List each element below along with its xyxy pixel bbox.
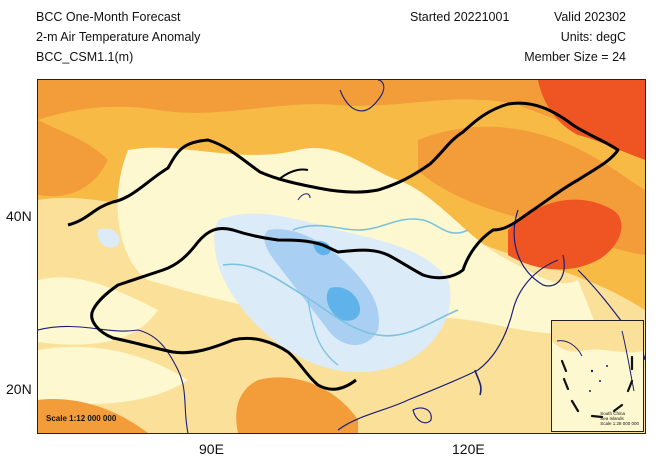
variable-title: 2-m Air Temperature Anomaly [36, 30, 201, 44]
scale-label: Scale 1:12 000 000 [46, 414, 117, 423]
start-date: Started 20221001 [410, 10, 510, 24]
field-neutral-west [38, 277, 158, 345]
south-china-sea-inset: South China Sea Islands Scale 1:28 000 0… [551, 320, 644, 432]
field-strong-warm-ne [538, 80, 645, 160]
korea-coast [513, 209, 565, 287]
field-neutral-sw [38, 346, 188, 404]
lon-label-120e: 120E [452, 441, 485, 457]
river-tributary [307, 299, 339, 366]
yangtze-river [222, 263, 459, 337]
field-strong-warm-manchuria [508, 199, 622, 270]
member-size: Member Size = 24 [524, 50, 626, 64]
anomaly-field [38, 80, 645, 433]
border-segment [277, 168, 309, 181]
field-warm-north [38, 80, 645, 129]
field-strong-cool [326, 287, 361, 321]
field-warm-sw [38, 399, 148, 433]
lon-label-90e: 90E [199, 441, 224, 457]
valid-date: Valid 202302 [553, 10, 626, 24]
south-asia-outline [38, 325, 189, 433]
hainan-outline [412, 407, 432, 424]
units-label: Units: degC [560, 30, 626, 44]
field-warm-south [236, 377, 358, 433]
field-light-cool-west [97, 228, 120, 248]
coastline [337, 259, 559, 431]
field-light-warm-se [458, 367, 510, 425]
lat-label-40n: 40N [6, 208, 32, 224]
taiwan-outline [474, 369, 482, 396]
field-warm-nw [38, 120, 108, 197]
china-border [67, 101, 620, 391]
yellow-river [292, 218, 469, 234]
baikal-outline [339, 80, 385, 112]
lat-label-20n: 20N [6, 381, 32, 397]
anomaly-map: Scale 1:12 000 000 South China Sea Islan… [37, 79, 646, 434]
inset-map [552, 321, 643, 431]
lake-outline [297, 193, 311, 201]
forecast-title: BCC One-Month Forecast [36, 10, 181, 24]
model-name: BCC_CSM1.1(m) [36, 50, 134, 64]
inset-caption: South China Sea Islands Scale 1:28 000 0… [600, 411, 639, 426]
